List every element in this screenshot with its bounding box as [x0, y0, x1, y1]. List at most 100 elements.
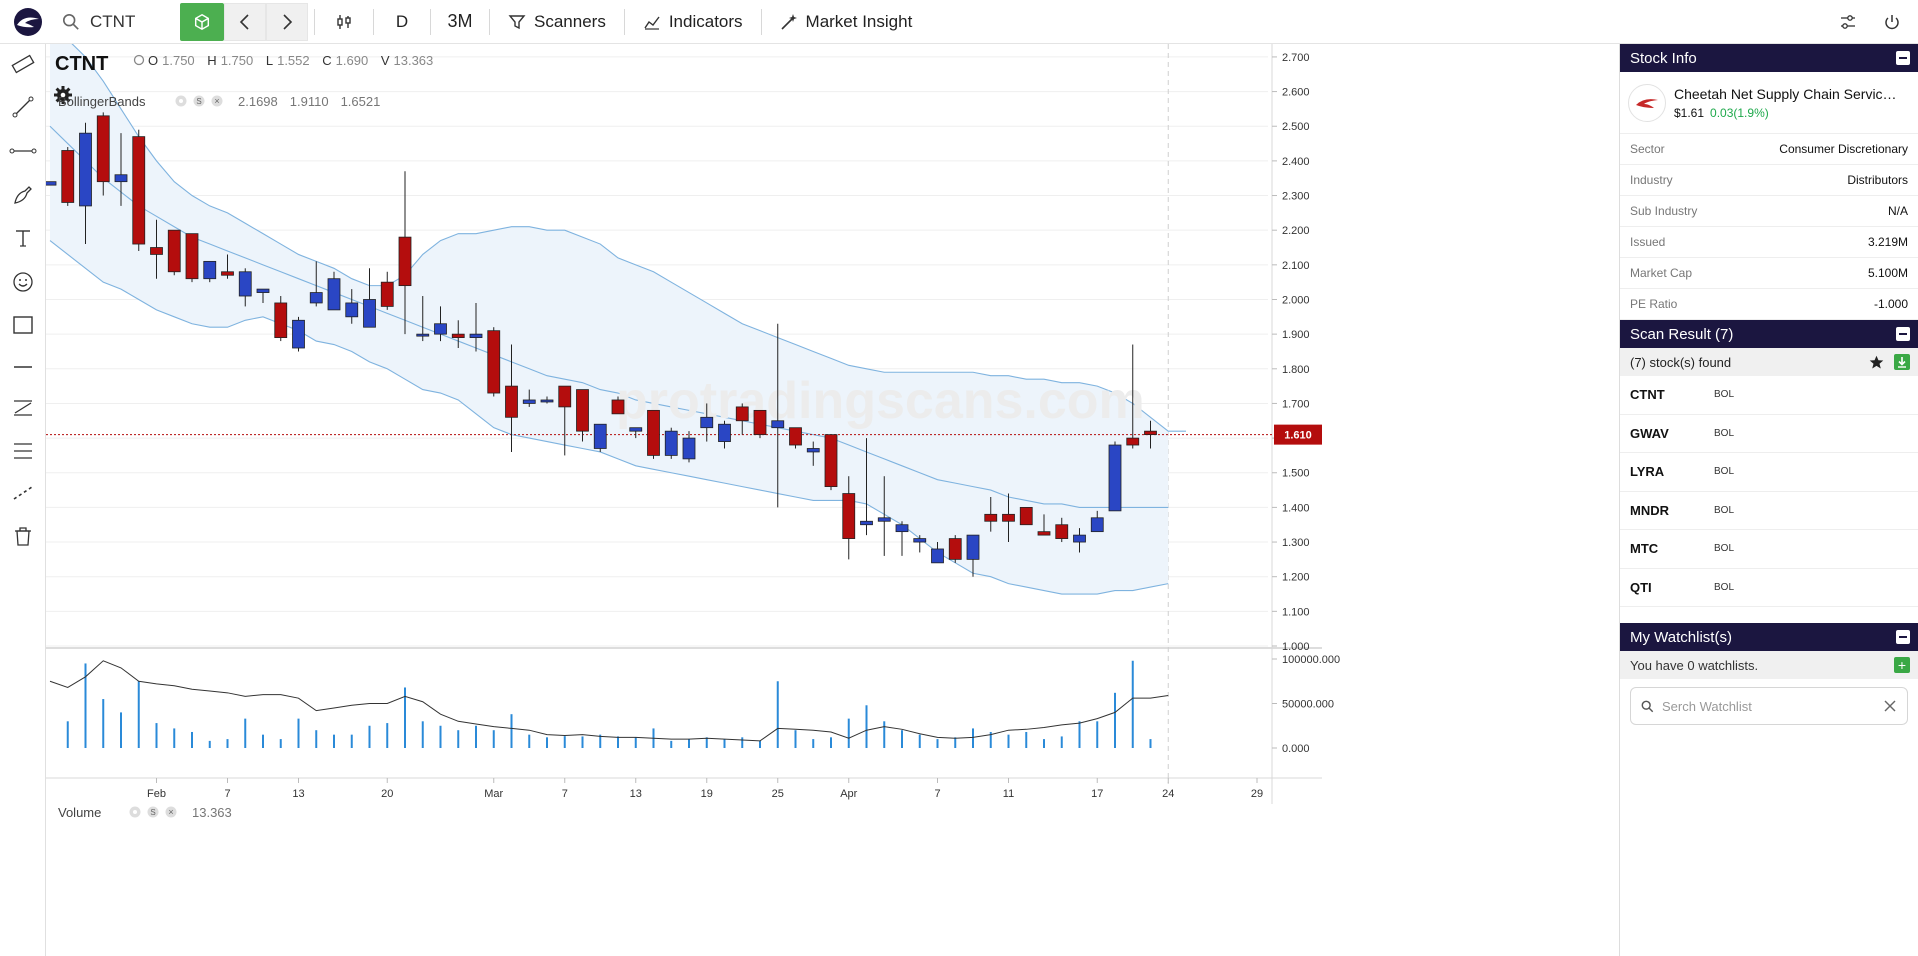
clock-icon — [133, 54, 145, 66]
scan-result-row[interactable]: QTI BOL — [1620, 569, 1918, 607]
last-price-badge-bg — [1274, 424, 1322, 445]
indicators-label: Indicators — [668, 11, 743, 31]
candle-body — [682, 437, 696, 460]
cube-button[interactable] — [180, 2, 224, 41]
chart-symbol: CTNT — [55, 53, 108, 75]
symbol-search[interactable]: CTNT — [56, 0, 180, 44]
horizontal-line-tool[interactable] — [8, 352, 38, 382]
stock-price: $1.61 — [1674, 105, 1705, 120]
ruler-tool[interactable] — [8, 49, 38, 79]
last-price-badge: 1.610 — [1274, 424, 1322, 445]
top-toolbar: CTNT D 3M Scanners Indicators — [0, 0, 1918, 44]
stock-info-header: Stock Info — [1620, 44, 1918, 72]
settings-badge[interactable] — [193, 95, 205, 107]
candle — [416, 296, 430, 342]
add-watchlist-button[interactable]: + — [1894, 657, 1910, 673]
sliders-icon — [1841, 15, 1855, 29]
info-row: Market Cap 5.100M — [1620, 258, 1918, 289]
download-button[interactable] — [1894, 354, 1910, 370]
candle-body — [256, 288, 270, 293]
scan-result-row[interactable]: LYRA BOL — [1620, 453, 1918, 492]
x-tick-label: 11 — [1003, 788, 1014, 800]
emoji-tool[interactable] — [8, 267, 38, 297]
indicators-button[interactable]: Indicators — [631, 3, 755, 41]
candle — [1055, 517, 1069, 543]
x-tick-label: Mar — [484, 788, 503, 800]
power-icon — [1885, 15, 1899, 30]
x-tick-label: 29 — [1251, 788, 1263, 800]
company-logo — [1628, 83, 1666, 122]
star-icon[interactable] — [1869, 355, 1884, 370]
candle-body — [416, 333, 430, 337]
app-logo[interactable] — [0, 0, 56, 44]
forward-button[interactable] — [266, 2, 308, 41]
back-button[interactable] — [224, 2, 266, 41]
scan-result-row[interactable]: MTC BOL — [1620, 530, 1918, 569]
scan-symbol: GWAV — [1630, 425, 1669, 441]
candle-body — [1055, 524, 1069, 539]
candle — [185, 233, 199, 283]
y-tick-label: 1.900 — [1282, 329, 1310, 341]
scan-tag: BOL — [1714, 389, 1735, 401]
candle — [469, 302, 483, 352]
logout-button[interactable] — [1872, 0, 1912, 44]
candle — [398, 171, 412, 335]
candle-body — [522, 399, 536, 404]
horizontal-ray-tool[interactable] — [8, 136, 38, 166]
scan-result-row[interactable]: CTNT BOL — [1620, 376, 1918, 415]
candle — [292, 316, 305, 352]
candle — [682, 431, 696, 463]
watchlist-search-input[interactable] — [1662, 698, 1875, 714]
dashed-line-tool[interactable] — [8, 478, 38, 508]
funnel-icon — [508, 14, 526, 29]
bollinger-legend: BollingerBands S × 2.1698 1.9110 1.6521 — [58, 94, 380, 109]
price-chart[interactable]: protradingscans.com 2.700 2.600 2.500 2.400… — [46, 44, 1619, 956]
scan-result-list: CTNT BOL GWAV BOL LYRA BOL MNDR BOL MTC BOL QTI BOL — [1620, 376, 1918, 607]
candle-body — [576, 389, 589, 432]
y-tick-label: 1.200 — [1282, 572, 1310, 584]
scan-result-row[interactable]: GWAV BOL — [1620, 415, 1918, 453]
bollinger-name: BollingerBands — [58, 94, 146, 109]
delete-drawings-tool[interactable] — [8, 521, 38, 551]
brush-tool[interactable] — [8, 180, 38, 210]
candle — [540, 396, 554, 404]
parallel-channel-tool[interactable] — [8, 393, 38, 423]
trend-line-tool[interactable] — [8, 92, 38, 122]
candle — [948, 535, 962, 563]
lower-band-line — [49, 240, 1169, 595]
fib-lines-tool[interactable] — [8, 436, 38, 466]
y-tick-label: 1.100 — [1282, 606, 1310, 618]
candle-body — [629, 427, 643, 432]
settings-badge[interactable] — [147, 806, 159, 818]
scanners-button[interactable]: Scanners — [496, 3, 618, 41]
chart-type-button[interactable] — [321, 3, 367, 41]
candle-body — [611, 399, 625, 415]
candle — [1037, 514, 1051, 536]
collapse-scan-result-button[interactable] — [1896, 327, 1910, 341]
interval-button[interactable]: D — [395, 11, 409, 31]
rectangle-tool[interactable] — [8, 310, 38, 340]
settings-sliders-button[interactable] — [1828, 0, 1868, 44]
chart-settings-button[interactable] — [54, 86, 72, 104]
scan-result-row[interactable]: MNDR BOL — [1620, 492, 1918, 530]
close-icon[interactable] — [1883, 699, 1897, 713]
candle — [522, 389, 536, 407]
x-tick-label: Feb — [147, 788, 166, 800]
candle-body — [1073, 534, 1086, 543]
candle — [256, 288, 270, 303]
range-button[interactable]: 3M — [447, 11, 473, 31]
candle-body — [309, 292, 323, 304]
collapse-watchlist-button[interactable] — [1896, 630, 1910, 644]
candle — [380, 271, 394, 310]
candle — [913, 535, 927, 553]
text-tool[interactable] — [8, 223, 38, 253]
close-icon[interactable] — [165, 806, 177, 818]
close-icon[interactable] — [211, 95, 223, 107]
candle-body — [806, 448, 820, 453]
info-key: Industry — [1630, 173, 1673, 187]
candle-body — [46, 181, 57, 186]
toolbar-divider — [623, 8, 625, 35]
text-icon — [16, 230, 30, 247]
collapse-stock-info-button[interactable] — [1896, 51, 1910, 65]
market-insight-button[interactable]: Market Insight — [768, 3, 925, 41]
